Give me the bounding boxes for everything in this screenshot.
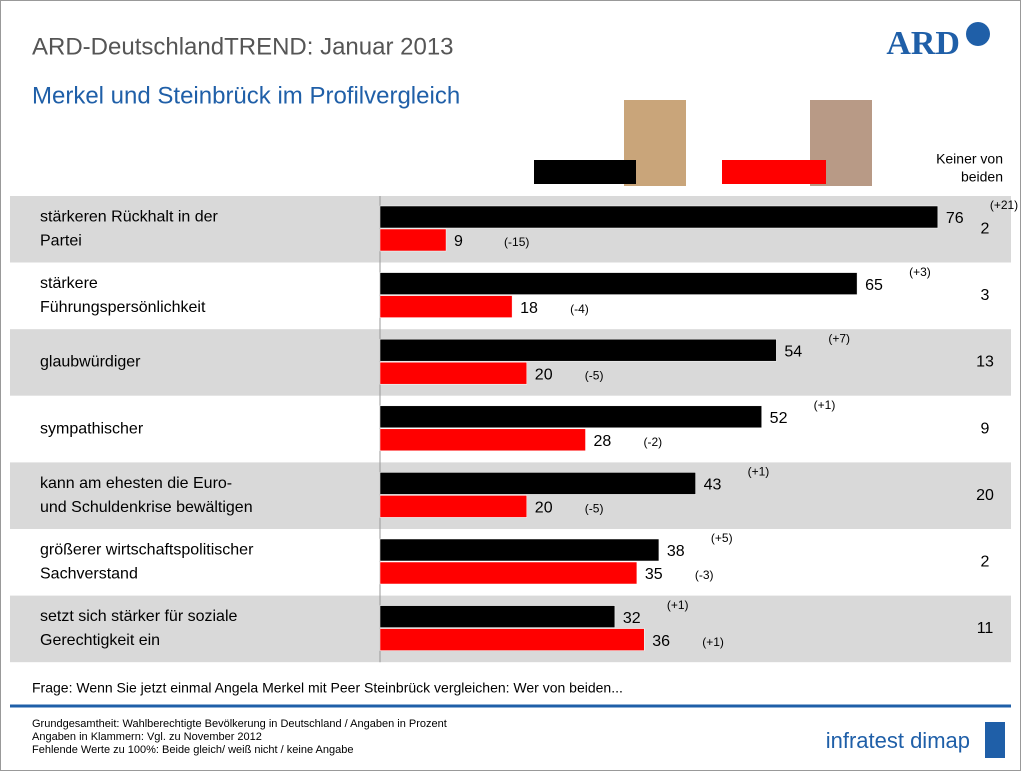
category-label: Partei <box>40 233 82 250</box>
bar <box>380 273 857 295</box>
none-value: 2 <box>981 554 990 571</box>
category-label: kann am ehesten die Euro- <box>40 475 232 492</box>
none-value: 13 <box>976 354 994 371</box>
change-label: (+21) <box>990 198 1018 212</box>
category-label: stärkere <box>40 275 98 292</box>
bar <box>380 472 696 494</box>
bar <box>380 429 586 451</box>
value-label: 65 <box>865 277 883 294</box>
change-label: (-3) <box>695 568 714 582</box>
footnote: Fehlende Werte zu 100%: Beide gleich/ we… <box>32 744 353 756</box>
bar <box>380 495 527 517</box>
category-label: Sachverstand <box>40 566 138 583</box>
none-value: 2 <box>981 221 990 238</box>
value-label: 20 <box>535 500 553 517</box>
category-label: setzt sich stärker für soziale <box>40 608 238 625</box>
footer-logo: infratest dimap <box>826 728 970 753</box>
bar <box>380 362 527 384</box>
value-label: 38 <box>667 543 685 560</box>
change-label: (-5) <box>585 502 604 516</box>
legend-red <box>722 160 826 184</box>
value-label: 76 <box>946 210 964 227</box>
category-label: Führungspersönlichkeit <box>40 299 206 316</box>
category-label: und Schuldenkrise bewältigen <box>40 499 253 516</box>
change-label: (+5) <box>711 531 733 545</box>
bar <box>380 539 659 561</box>
change-label: (-2) <box>644 435 663 449</box>
bar <box>380 406 762 428</box>
change-label: (-15) <box>504 235 529 249</box>
legend-black <box>534 160 636 184</box>
value-label: 32 <box>623 610 641 627</box>
change-label: (+1) <box>667 598 689 612</box>
question: Frage: Wenn Sie jetzt einmal Angela Merk… <box>32 680 623 696</box>
change-label: (+1) <box>702 635 724 649</box>
bar <box>380 562 637 584</box>
value-label: 36 <box>652 633 670 650</box>
change-label: (+1) <box>748 465 770 479</box>
bar <box>380 339 776 361</box>
none-value: 3 <box>981 287 990 304</box>
none-header: beiden <box>961 169 1003 185</box>
value-label: 9 <box>454 233 463 250</box>
category-label: glaubwürdiger <box>40 354 141 371</box>
value-label: 18 <box>520 300 538 317</box>
category-label: größerer wirtschaftspolitischer <box>40 542 254 559</box>
footer-logo-mark <box>985 722 1005 758</box>
none-value: 11 <box>977 620 994 637</box>
footnote: Angaben in Klammern: Vgl. zu November 20… <box>32 731 262 743</box>
category-label: Gerechtigkeit ein <box>40 632 160 649</box>
change-label: (+7) <box>828 331 850 345</box>
change-label: (+3) <box>909 265 931 279</box>
none-value: 20 <box>976 487 994 504</box>
change-label: (-4) <box>570 302 589 316</box>
category-label: sympathischer <box>40 420 144 437</box>
value-label: 28 <box>594 433 612 450</box>
change-label: (-5) <box>585 368 604 382</box>
footnote: Grundgesamtheit: Wahlberechtigte Bevölke… <box>32 718 447 730</box>
bar <box>380 229 446 251</box>
change-label: (+1) <box>814 398 836 412</box>
value-label: 54 <box>784 343 802 360</box>
none-header: Keiner von <box>936 151 1003 167</box>
title: ARD-DeutschlandTREND: Januar 2013 <box>32 33 454 60</box>
bar <box>380 606 615 628</box>
value-label: 43 <box>704 477 722 494</box>
bar <box>380 206 938 228</box>
bar <box>380 629 644 651</box>
ard-logo-circle <box>966 22 990 46</box>
value-label: 52 <box>770 410 788 427</box>
slide: ARD-DeutschlandTREND: Januar 2013 Merkel… <box>0 0 1021 771</box>
value-label: 20 <box>535 366 553 383</box>
none-value: 9 <box>981 420 990 437</box>
subtitle: Merkel und Steinbrück im Profilvergleich <box>32 82 460 109</box>
value-label: 35 <box>645 566 663 583</box>
ard-logo: ARD <box>886 25 960 62</box>
category-label: stärkeren Rückhalt in der <box>40 209 219 226</box>
bar <box>380 296 512 318</box>
